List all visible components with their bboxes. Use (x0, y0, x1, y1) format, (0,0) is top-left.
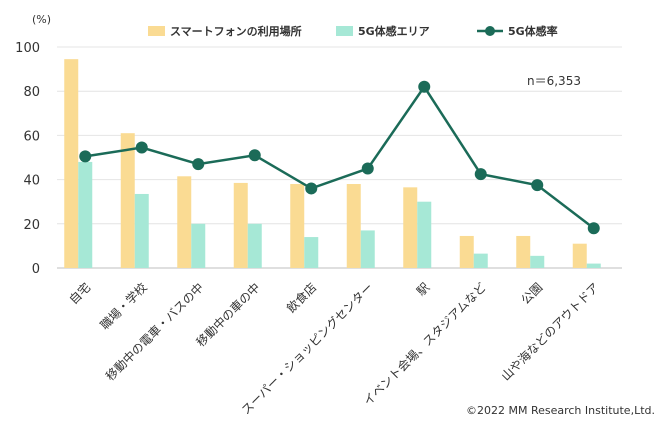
point-5g-rate (192, 158, 205, 171)
bar-5g-area (304, 237, 319, 268)
x-tick-label: 自宅 (66, 280, 94, 308)
bar-5g-area (247, 223, 262, 268)
point-5g-rate (135, 141, 148, 154)
bar-5g-area (473, 253, 488, 268)
y-tick-label: 0 (32, 262, 40, 277)
legend-swatch-smartphone (148, 26, 165, 36)
bar-smartphone-usage (233, 182, 248, 268)
legend-marker-5g-rate (485, 26, 495, 36)
x-tick-label: イベント会場、スタジアムなど (361, 280, 489, 408)
bar-smartphone-usage (346, 184, 361, 268)
x-tick-label: 職場・学校 (97, 280, 150, 333)
sample-size-note: n＝6,353 (527, 74, 581, 88)
x-tick-label: 山や海などのアウトドア (498, 280, 602, 384)
point-5g-rate (474, 168, 487, 181)
bar-smartphone-usage (64, 59, 79, 268)
bar-smartphone-usage (403, 187, 418, 268)
bar-smartphone-usage (177, 176, 192, 268)
bar-5g-area (191, 223, 206, 268)
x-tick-label: 飲食店 (283, 280, 319, 316)
x-tick-label: 公園 (518, 280, 545, 307)
x-tick-label: 移動中の電車・バスの中 (102, 280, 206, 384)
bar-smartphone-usage (516, 235, 531, 268)
y-tick-label: 60 (23, 129, 40, 144)
y-tick-label: 100 (15, 41, 40, 56)
bar-smartphone-usage (459, 235, 474, 268)
legend-label-smartphone: スマートフォンの利用場所 (170, 24, 302, 38)
legend-label-5g-rate: 5G体感率 (508, 24, 558, 38)
x-tick-label: 駅 (414, 280, 432, 298)
point-5g-rate (248, 149, 261, 162)
point-5g-rate (79, 150, 92, 163)
y-unit-label: (%) (32, 13, 51, 26)
bar-5g-area (134, 193, 149, 268)
y-tick-label: 40 (23, 174, 40, 189)
legend-swatch-5g-area (336, 26, 353, 36)
bar-5g-area (360, 230, 375, 268)
bar-smartphone-usage (120, 133, 135, 268)
legend-label-5g-area: 5G体感エリア (358, 24, 430, 38)
copyright-text: ©2022 MM Research Institute,Ltd. (465, 404, 655, 417)
point-5g-rate (531, 179, 544, 192)
y-tick-label: 80 (23, 85, 40, 100)
line-5g-rate (85, 84, 595, 230)
bar-5g-area (586, 263, 601, 268)
point-5g-rate (418, 80, 431, 93)
y-tick-label: 20 (23, 218, 40, 233)
point-5g-rate (587, 222, 600, 235)
bar-5g-area (78, 161, 93, 268)
bar-5g-area (530, 255, 545, 268)
bar-smartphone-usage (572, 243, 587, 268)
bar-5g-area (417, 201, 432, 268)
point-5g-rate (305, 182, 318, 195)
point-5g-rate (361, 162, 374, 175)
bar-smartphone-usage (290, 184, 305, 268)
